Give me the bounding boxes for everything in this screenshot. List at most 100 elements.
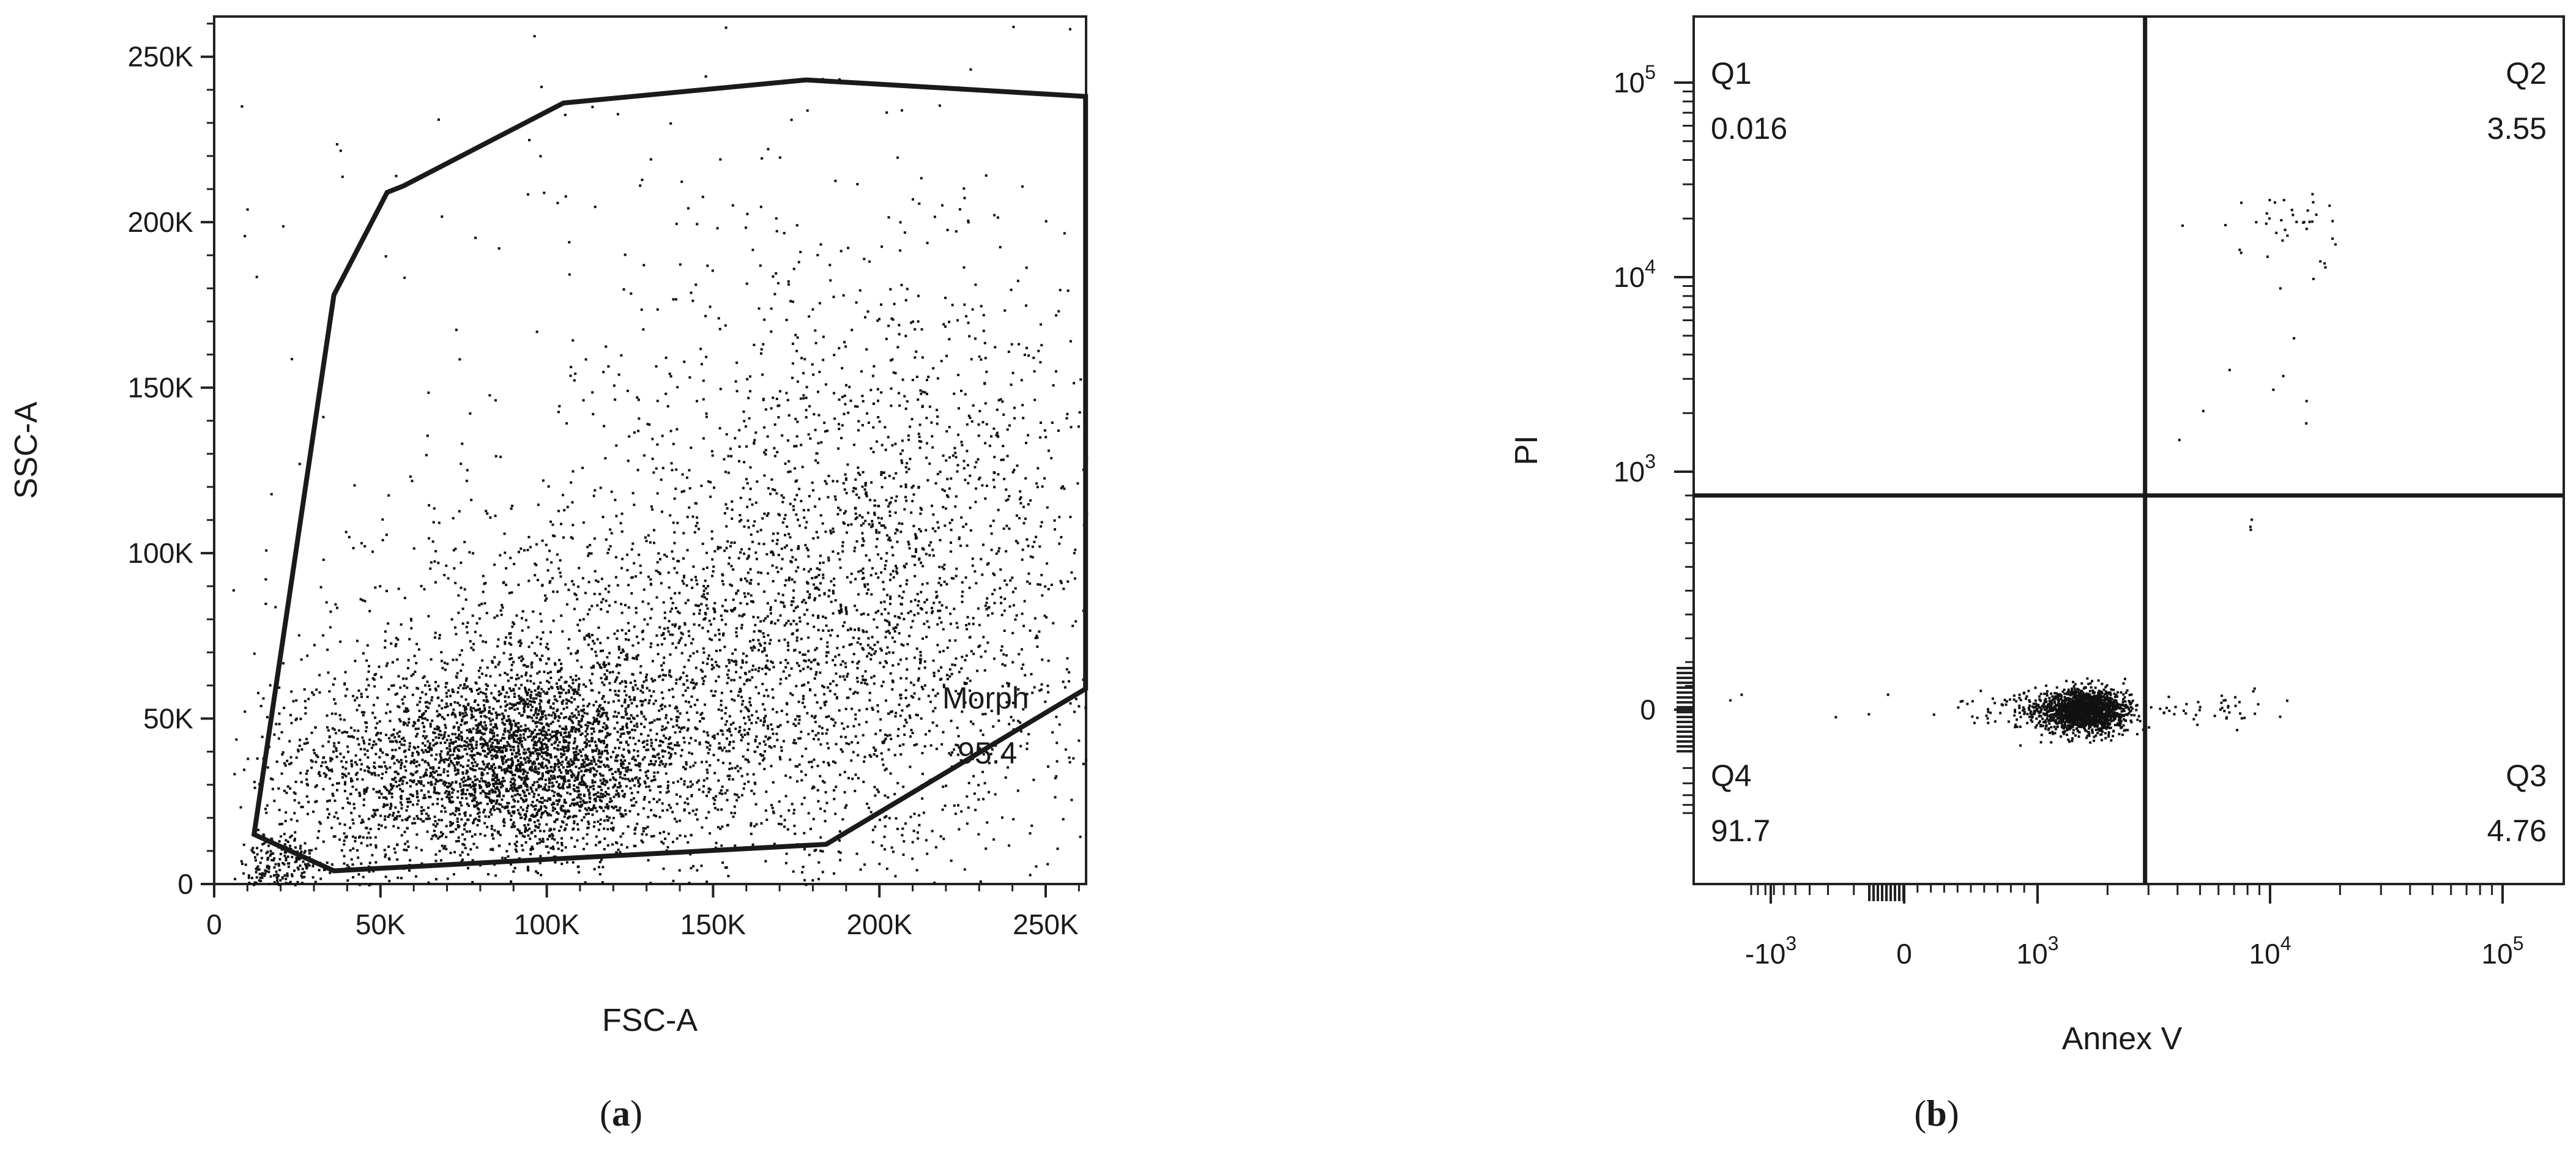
panel-a-event-dot-4972 <box>1036 636 1039 639</box>
panel-a-event-dot-983 <box>679 678 681 680</box>
panel-a-event-dot-4923 <box>787 460 791 463</box>
panel-a-event-dot-2137 <box>447 774 450 777</box>
panel-a-event-dot-3527 <box>882 764 885 767</box>
panel-a-event-dot-4756 <box>712 565 715 568</box>
panel-a-event-dot-4827 <box>1056 847 1059 850</box>
panel-a-event-dot-4624 <box>746 571 750 574</box>
panel-a-event-dot-152 <box>502 746 504 749</box>
panel-a-event-dot-2377 <box>508 842 511 845</box>
panel-a-event-dot-4041 <box>884 734 887 736</box>
panel-a-event-dot-4127 <box>664 750 666 753</box>
panel-a-event-dot-4795 <box>798 620 802 623</box>
panel-a-event-dot-4236 <box>395 740 398 743</box>
panel-a-event-dot-3523 <box>900 603 903 606</box>
panel-a-event-dot-3262 <box>741 615 744 618</box>
panel-a-event-dot-4300 <box>560 863 564 865</box>
panel-a-event-dot-3835 <box>1021 667 1023 670</box>
panel-a-event-dot-858 <box>417 746 420 748</box>
panel-a-event-dot-561 <box>459 684 462 687</box>
panel-a-event-dot-2186 <box>561 630 564 633</box>
panel-a-event-dot-1553 <box>453 767 456 770</box>
panel-a-event-dot-2569 <box>625 785 628 788</box>
panel-a-event-dot-2074 <box>581 775 584 778</box>
panel-a-event-dot-4473 <box>989 524 992 527</box>
panel-a-event-dot-4138 <box>877 609 880 612</box>
panel-a-event-dot-1372 <box>496 756 499 759</box>
panel-a-event-dot-3621 <box>801 871 803 874</box>
panel-a-event-dot-2454 <box>591 813 594 816</box>
panel-a-event-dot-4398 <box>554 808 556 811</box>
panel-a-event-dot-1751 <box>494 724 497 727</box>
panel-a-event-dot-4977 <box>666 405 669 408</box>
panel-a-event-dot-3955 <box>737 770 740 773</box>
panel-a-event-dot-4334 <box>573 762 575 765</box>
panel-a-event-dot-1981 <box>515 850 518 853</box>
panel-a-event-dot-3371 <box>686 515 689 518</box>
panel-a-event-dot-4545 <box>691 637 694 641</box>
panel-a-event-dot-650 <box>568 685 571 688</box>
panel-a-event-dot-1810 <box>504 730 507 733</box>
panel-a-event-dot-2760 <box>461 663 464 666</box>
panel-a-event-dot-3603 <box>636 654 639 657</box>
panel-a-event-dot-653 <box>513 783 516 786</box>
panel-a-event-dot-4982 <box>922 548 925 551</box>
panel-a-event-dot-4361 <box>973 792 976 795</box>
panel-a-event-dot-4837 <box>1032 778 1035 781</box>
panel-a-event-dot-4091 <box>587 552 590 555</box>
panel-a-event-dot-3868 <box>836 696 838 699</box>
panel-a-event-dot-4838 <box>988 444 991 447</box>
panel-a-event-dot-4634 <box>920 530 922 533</box>
panel-a-event-dot-3946 <box>526 702 529 705</box>
panel-a-event-dot-4872 <box>775 272 778 275</box>
panel-a-event-dot-3352 <box>751 664 754 667</box>
panel-a-event-dot-4233 <box>810 828 812 830</box>
panel-a-event-dot-3831 <box>557 567 560 570</box>
panel-a-event-dot-110 <box>524 815 527 818</box>
panel-a-event-dot-3021 <box>576 796 579 799</box>
panel-a-event-dot-1262 <box>491 834 494 837</box>
panel-a-event-dot-2829 <box>794 832 797 835</box>
panel-a-event-dot-3623 <box>668 704 671 707</box>
panel-a-event-dot-2143 <box>506 673 509 676</box>
panel-a-event-dot-1031 <box>603 712 606 715</box>
panel-a-event-dot-2822 <box>548 581 551 584</box>
panel-a-event-dot-305 <box>519 786 523 789</box>
panel-a-event-dot-1361 <box>601 782 605 786</box>
panel-a-event-dot-4218 <box>938 601 941 604</box>
panel-a-event-dot-2370 <box>612 786 615 789</box>
panel-a-event-dot-1370 <box>409 785 412 788</box>
panel-a-event-dot-3693 <box>614 601 617 604</box>
panel-a-event-dot-4561 <box>472 783 475 786</box>
panel-a-event-dot-2164 <box>642 740 646 743</box>
panel-a-event-dot-2771 <box>814 694 817 697</box>
panel-a-event-dot-894 <box>434 853 437 856</box>
panel-a-event-dot-1893 <box>517 729 520 732</box>
panel-a-event-dot-1449 <box>447 791 450 794</box>
panel-a-event-dot-2912 <box>825 651 828 654</box>
panel-a-event-dot-4883 <box>1025 266 1028 269</box>
panel-a-event-dot-2162 <box>570 774 573 777</box>
panel-a-event-dot-2897 <box>884 619 887 622</box>
panel-a-event-dot-2090 <box>278 808 281 811</box>
panel-a-event-dot-2031 <box>442 782 445 785</box>
panel-a-event-dot-3519 <box>770 746 773 749</box>
panel-a-event-dot-4691 <box>742 652 745 655</box>
panel-a-event-dot-1209 <box>457 807 460 810</box>
panel-a-event-dot-2219 <box>600 774 603 777</box>
panel-a-event-dot-2225 <box>458 782 461 786</box>
panel-a-event-dot-4103 <box>713 550 717 553</box>
panel-a-event-dot-761 <box>549 814 553 817</box>
panel-a-event-dot-3958 <box>846 696 849 699</box>
panel-a-event-dot-2813 <box>504 806 507 809</box>
panel-a-event-dot-566 <box>534 805 537 807</box>
panel-a-event-dot-2729 <box>460 586 463 589</box>
panel-a-event-dot-2982 <box>576 659 579 662</box>
panel-a-event-dot-3834 <box>453 567 456 570</box>
panel-a-event-dot-3788 <box>945 784 948 787</box>
panel-a-event-dot-4992 <box>1018 497 1021 500</box>
panel-a-event-dot-3651 <box>851 661 854 664</box>
panel-a: Morph 95.4 0 50K 100K 150K 200K 250K 050K100K… <box>9 15 1089 1134</box>
panel-a-event-dot-3244 <box>565 758 568 761</box>
panel-a-event-dot-221 <box>366 787 369 790</box>
panel-a-event-dot-2817 <box>328 690 331 693</box>
